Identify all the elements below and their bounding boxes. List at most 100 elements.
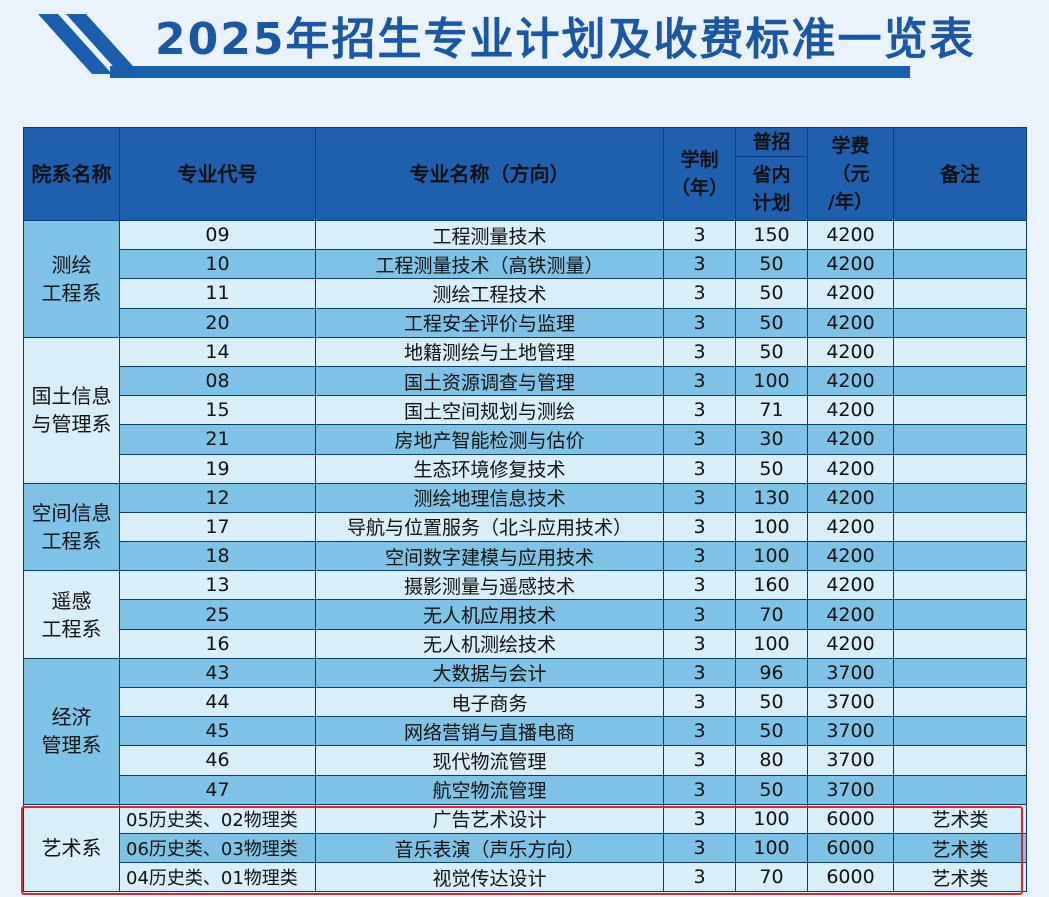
fee-cell: 4200 [807,424,894,455]
dept-name-line2: 与管理系 [31,412,112,437]
years-cell: 3 [663,453,736,484]
major-name-cell: 测绘工程技术 [315,278,664,309]
fee-cell: 6000 [807,803,894,834]
header-plan-top: 普招 [735,127,808,157]
major-name-cell: 大数据与会计 [315,657,664,689]
fee-cell: 4200 [807,511,894,543]
table-row: 04历史类、01物理类 视觉传达设计 3 70 6000 艺术类 [24,862,1027,893]
years-cell: 3 [663,219,736,251]
fee-cell: 6000 [807,862,894,893]
fee-cell: 4200 [807,541,894,572]
plan-cell: 80 [735,745,808,776]
fee-cell: 4200 [807,307,894,338]
fee-cell: 4200 [807,628,894,659]
major-name-cell: 航空物流管理 [315,774,664,805]
fee-cell: 3700 [807,745,894,776]
years-cell: 3 [663,628,736,659]
fee-cell: 3700 [807,774,894,805]
header-major-name: 专业名称（方向） [315,127,664,221]
fee-cell: 6000 [807,832,894,864]
dept-name-line2: 管理系 [41,733,102,758]
dept-name-line1: 经济 [51,705,92,730]
major-code-cell: 13 [119,570,316,601]
note-cell [893,628,1027,659]
table-row: 空间信息 工程系 12 测绘地理信息技术 3 130 4200 [23,482,1027,572]
plan-cell: 96 [735,657,808,689]
major-code-cell: 08 [119,365,316,397]
dept-name-line1: 测绘 [51,252,92,277]
major-code-cell: 21 [119,424,316,455]
plan-cell: 50 [735,307,808,338]
years-cell: 3 [663,336,736,367]
table-row: 44 电子商务 3 50 3700 [24,686,1027,718]
major-code-cell: 20 [119,307,316,338]
major-name-cell: 音乐表演（声乐方向） [315,832,664,864]
note-cell [893,570,1027,601]
major-name-cell: 广告艺术设计 [315,803,664,834]
fee-cell: 4200 [807,599,894,630]
plan-cell: 100 [735,511,808,543]
fee-cell: 4200 [807,249,894,280]
plan-cell: 30 [735,424,808,455]
dept-name-line1: 国土信息 [31,384,112,409]
major-code-cell: 43 [119,657,316,689]
major-name-cell: 国土资源调查与管理 [315,365,664,397]
table-row: 16 无人机测绘技术 3 100 4200 [24,628,1027,659]
major-code-cell: 14 [119,336,316,367]
major-code-cell: 09 [119,219,316,251]
table-row: 06历史类、03物理类 音乐表演（声乐方向） 3 100 6000 艺术类 [24,832,1027,864]
plan-cell: 100 [735,628,808,659]
fee-cell: 3700 [807,657,894,689]
dept-name-line1: 艺术系 [41,836,102,861]
years-cell: 3 [663,570,736,601]
header-years-line1: 学制 [680,149,719,171]
dept-name-cell: 艺术系 [23,803,120,893]
years-cell: 3 [663,249,736,280]
plan-cell: 50 [735,686,808,718]
note-cell [893,774,1027,805]
years-cell: 3 [663,307,736,338]
header-fee-line2: （元 [831,163,870,185]
dept-name-cell: 遥感 工程系 [23,570,120,659]
table-row: 08 国土资源调查与管理 3 100 4200 [24,365,1027,397]
plan-cell: 70 [735,862,808,893]
note-cell [893,482,1027,513]
major-code-cell: 15 [119,395,316,426]
table-row: 11 测绘工程技术 3 50 4200 [24,278,1027,309]
major-name-cell: 摄影测量与遥感技术 [315,570,664,601]
fee-cell: 4200 [807,365,894,397]
table-row: 21 房地产智能检测与估价 3 30 4200 [24,424,1027,455]
table-row: 19 生态环境修复技术 3 50 4200 [24,453,1027,484]
years-cell: 3 [663,365,736,397]
plan-cell: 100 [735,365,808,397]
note-cell: 艺术类 [893,832,1027,864]
fee-cell: 4200 [807,453,894,484]
major-name-cell: 现代物流管理 [315,745,664,776]
header-plan-line1: 省内 [752,163,791,186]
plan-cell: 50 [735,774,808,805]
header-dept: 院系名称 [23,127,120,221]
dept-name-cell: 空间信息 工程系 [23,482,120,572]
header-fee-line1: 学费 [831,135,870,157]
table-row: 国土信息 与管理系 14 地籍测绘与土地管理 3 50 4200 [23,336,1027,484]
plan-cell: 100 [735,541,808,572]
table-row: 45 网络营销与直播电商 3 50 3700 [24,716,1027,747]
major-name-cell: 视觉传达设计 [315,862,664,893]
note-cell [893,453,1027,484]
plan-cell: 160 [735,570,808,601]
dept-name-line1: 遥感 [51,588,92,613]
note-cell [893,278,1027,309]
dept-name-line2: 工程系 [41,280,102,305]
plan-cell: 100 [735,803,808,834]
fee-cell: 4200 [807,278,894,309]
major-code-cell: 44 [119,686,316,718]
plan-cell: 70 [735,599,808,630]
major-code-cell: 25 [119,599,316,630]
dept-name-line1: 空间信息 [31,500,112,525]
note-cell [893,541,1027,572]
table-row: 15 国土空间规划与测绘 3 71 4200 [24,395,1027,426]
note-cell: 艺术类 [893,803,1027,834]
major-name-cell: 无人机应用技术 [315,599,664,630]
years-cell: 3 [663,482,736,513]
major-name-cell: 网络营销与直播电商 [315,716,664,747]
